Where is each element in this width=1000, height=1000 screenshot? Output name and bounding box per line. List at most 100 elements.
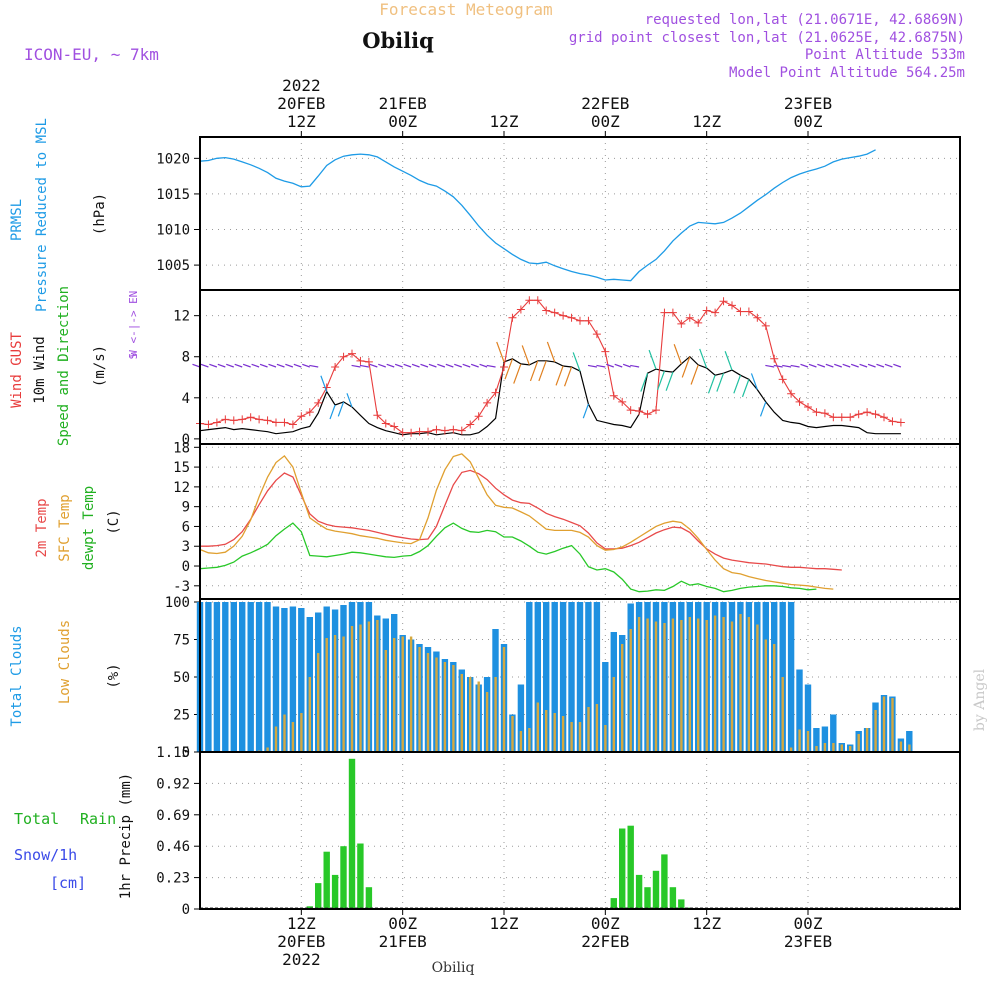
wind-direction-arrow (842, 363, 851, 368)
plot-panels: 100510101015102004812-303691215180255075… (156, 131, 961, 918)
wind-direction-arrow (622, 363, 631, 368)
wind-direction-arrow (630, 364, 640, 368)
pressure-label-2: Pressure Reduced to MSL (34, 118, 50, 312)
low-cloud-bar (604, 725, 607, 752)
gust-marker (668, 308, 677, 317)
gust-marker (381, 419, 390, 428)
low-cloud-bar (612, 677, 615, 752)
rain-bar (678, 899, 685, 909)
wind-direction-arrow (309, 364, 319, 368)
wind-direction-arrow (765, 364, 775, 368)
top-tick-label: 12Z (692, 112, 721, 131)
bottom-tick-label: 23FEB (784, 932, 832, 951)
y-tick-label: 8 (182, 350, 190, 366)
total-cloud-bar (821, 726, 829, 752)
wind-direction-arrow (437, 363, 446, 368)
low-cloud-bar (637, 617, 641, 752)
low-cloud-bar (899, 741, 903, 752)
y-tick-label: 6 (182, 519, 190, 535)
wind-direction-arrow (428, 363, 437, 368)
gust-marker (567, 313, 576, 322)
wind-direction-arrow (411, 363, 420, 368)
total-cloud-bar (239, 602, 246, 752)
bottom-tick-label: 00Z (794, 914, 823, 933)
wind-direction-arrow (351, 364, 361, 368)
temp-unit: (C) (106, 509, 122, 534)
total-cloud-bar (526, 602, 533, 752)
rain-bar (331, 874, 339, 909)
gust-marker (432, 425, 441, 434)
wind-direction-arrow (614, 363, 623, 368)
gust-marker (229, 416, 238, 425)
low-cloud-bar (789, 747, 793, 752)
wind-direction-arrow (724, 351, 733, 371)
y-tick-label: 4 (182, 391, 190, 407)
low-cloud-bar (849, 746, 852, 752)
wind-direction-arrow (479, 363, 488, 368)
gust-marker (753, 313, 762, 322)
gust-marker (238, 415, 247, 424)
gust-marker (525, 296, 534, 305)
wind-direction-arrow (850, 363, 859, 368)
gust-marker (449, 425, 458, 434)
gust-marker (694, 318, 703, 327)
low-cloud-bar (376, 620, 379, 752)
wind-gust-line (199, 299, 901, 434)
total-cloud-bar (796, 669, 803, 752)
total-cloud-bar (602, 662, 609, 752)
snow-label: Snow/1h (14, 846, 77, 864)
gust-marker (491, 388, 500, 397)
low-cloud-bar (857, 734, 860, 752)
low-cloud-bar (840, 744, 843, 752)
low-cloud-bar (773, 644, 776, 752)
y-tick-label: 75 (173, 633, 190, 649)
low-cloud-bar (882, 696, 886, 752)
model-label: ICON-EU, ~ 7km (24, 45, 159, 64)
wind-direction-arrow (445, 363, 454, 368)
y-tick-label: 0 (182, 745, 190, 761)
gust-marker (272, 418, 280, 427)
y-tick-label: 3 (182, 539, 190, 555)
y-tick-label: 100 (165, 595, 190, 611)
wind-mean-label: 10m Wind (32, 336, 48, 403)
wind-direction-arrow (386, 363, 395, 368)
wind-direction-arrow (394, 363, 403, 368)
gust-marker (255, 415, 264, 424)
snow-unit: [cm] (50, 874, 86, 892)
low-cloud-bar (333, 635, 337, 752)
gust-marker (331, 363, 340, 371)
bottom-tick-label: 12Z (490, 914, 519, 933)
low-cloud-bar (705, 620, 708, 752)
gust-marker (280, 418, 289, 427)
gust-marker (635, 407, 644, 416)
gust-marker (212, 418, 221, 427)
gust-marker (246, 413, 255, 422)
gust-marker (550, 308, 559, 317)
rain-bar (357, 843, 364, 909)
pressure-panel-labels: PRMSL Pressure Reduced to MSL (hPa) (9, 118, 108, 312)
rain-bar (669, 887, 677, 909)
footer-location: Obiliq (432, 960, 475, 976)
low-cloud-bar (443, 662, 447, 752)
rain-bar (348, 758, 356, 909)
low-cloud-bar (815, 746, 818, 752)
top-tick-label: 00Z (794, 112, 823, 131)
wind-direction-arrow (834, 363, 842, 368)
panel-precipitation: 0 0.23 0.46 0.69 0.92 1.15 (156, 745, 960, 918)
total-cloud-bar (517, 684, 525, 752)
rain-bar (661, 854, 668, 909)
gust-marker (888, 417, 897, 426)
gust-marker (373, 411, 382, 420)
low-cloud-bar (553, 713, 556, 752)
total-cloud-bar (205, 602, 212, 752)
top-tick-label: 21FEB (379, 94, 427, 113)
y-tick-label: 1020 (156, 151, 190, 167)
gust-marker (736, 307, 745, 316)
bottom-tick-label: 12Z (692, 914, 721, 933)
low-cloud-bar (545, 710, 548, 752)
low-cloud-bar (697, 618, 700, 752)
wind-direction-arrow (859, 363, 868, 368)
low-cloud-bar (663, 623, 666, 752)
wind-direction-arrow (234, 363, 243, 368)
y-tick-label: 0.69 (156, 808, 190, 824)
